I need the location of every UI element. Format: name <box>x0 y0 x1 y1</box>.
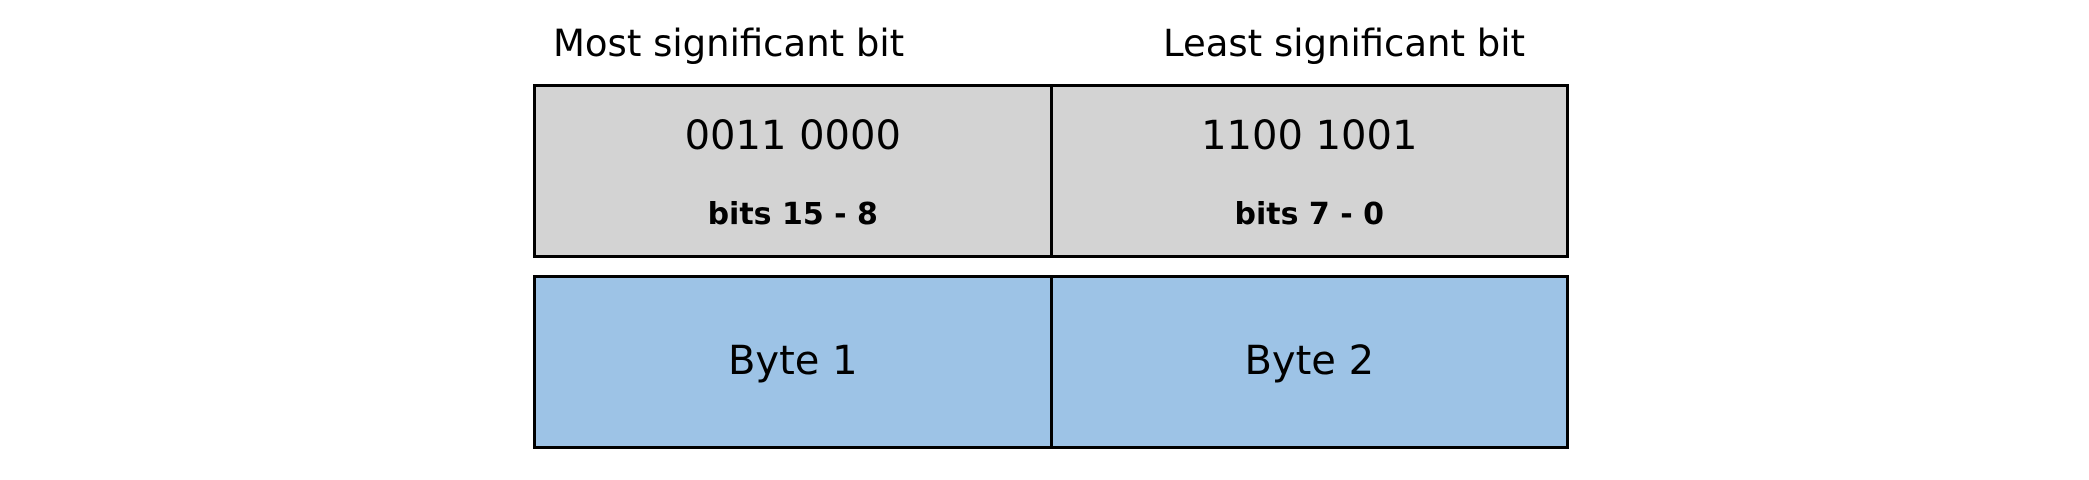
bit-range: bits 15 - 8 <box>707 197 878 232</box>
bit-cell-high: 0011 0000 bits 15 - 8 <box>536 87 1050 255</box>
byte-cell-1: Byte 1 <box>536 278 1050 446</box>
lsb-label: Least significant bit <box>1163 22 1526 65</box>
bit-value: 1100 1001 <box>1201 113 1418 159</box>
byte-label: Byte 1 <box>727 338 858 384</box>
byte-label: Byte 2 <box>1244 338 1375 384</box>
bit-value: 0011 0000 <box>684 113 901 159</box>
byte-row: Byte 1 Byte 2 <box>533 275 1569 449</box>
bit-row: 0011 0000 bits 15 - 8 1100 1001 bits 7 -… <box>533 84 1569 258</box>
byte-cell-2: Byte 2 <box>1049 278 1567 446</box>
bit-range: bits 7 - 0 <box>1234 197 1385 232</box>
bit-cell-low: 1100 1001 bits 7 - 0 <box>1049 87 1567 255</box>
msb-label: Most significant bit <box>553 22 905 65</box>
